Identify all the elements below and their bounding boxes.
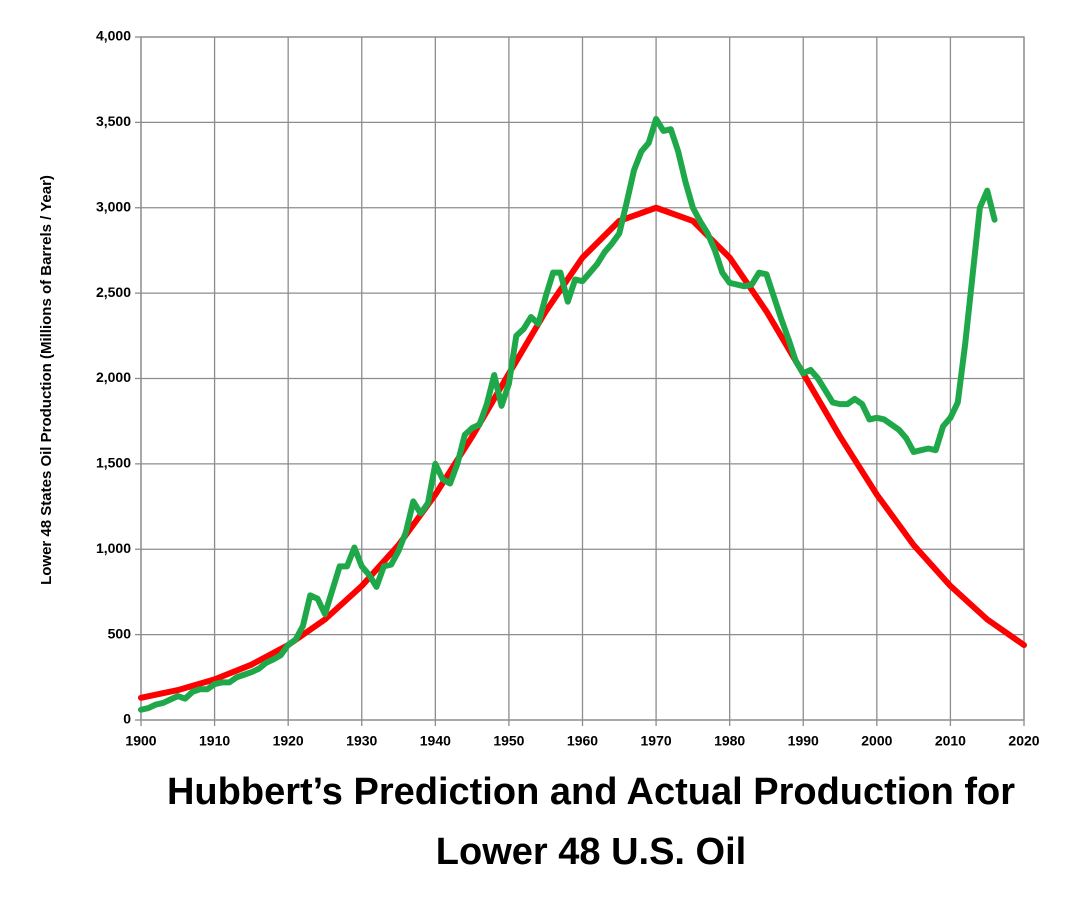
x-tick-label: 1960 xyxy=(567,733,598,749)
x-tick-label: 1970 xyxy=(641,733,672,749)
y-axis-label: Lower 48 States Oil Production (Millions… xyxy=(38,175,55,585)
x-tick-label: 1980 xyxy=(714,733,745,749)
x-tick-label: 2000 xyxy=(861,733,892,749)
y-tick-label: 1,500 xyxy=(96,455,131,471)
x-tick-label: 1910 xyxy=(199,733,230,749)
line xyxy=(138,115,998,713)
y-tick-label: 3,500 xyxy=(96,113,131,129)
x-tick-label: 1900 xyxy=(125,733,156,749)
y-tick-label: 3,000 xyxy=(96,198,131,214)
y-tick-label: 2,500 xyxy=(96,284,131,300)
y-tick-label: 0 xyxy=(123,711,131,727)
x-tick-label: 1930 xyxy=(346,733,377,749)
y-tick-label: 1,000 xyxy=(96,540,131,556)
x-tick-label: 2020 xyxy=(1008,733,1039,749)
x-tick-label: 2010 xyxy=(935,733,966,749)
chart-title: Hubbert’s Prediction and Actual Producti… xyxy=(166,771,1015,873)
y-tick-label: 2,000 xyxy=(96,369,131,385)
y-tick-label: 4,000 xyxy=(96,28,131,44)
x-tick-label: 1920 xyxy=(273,733,304,749)
y-tick-label: 500 xyxy=(108,625,132,641)
chart: Lower 48 States Oil Production (Millions… xyxy=(38,28,1040,749)
x-tick-label: 1950 xyxy=(493,733,524,749)
x-tick-label: 1990 xyxy=(788,733,819,749)
plot-border xyxy=(140,36,1025,721)
x-tick-label: 1940 xyxy=(420,733,451,749)
